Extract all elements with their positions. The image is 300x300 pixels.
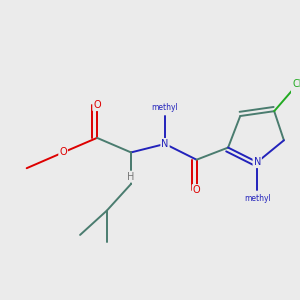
Text: H: H — [127, 172, 135, 182]
Text: O: O — [93, 100, 101, 110]
Text: O: O — [193, 185, 200, 195]
Text: methyl: methyl — [244, 194, 271, 203]
Text: methyl: methyl — [152, 103, 178, 112]
Text: Cl: Cl — [292, 80, 300, 89]
Text: N: N — [161, 139, 169, 149]
Text: O: O — [59, 147, 67, 158]
Text: N: N — [254, 157, 261, 167]
